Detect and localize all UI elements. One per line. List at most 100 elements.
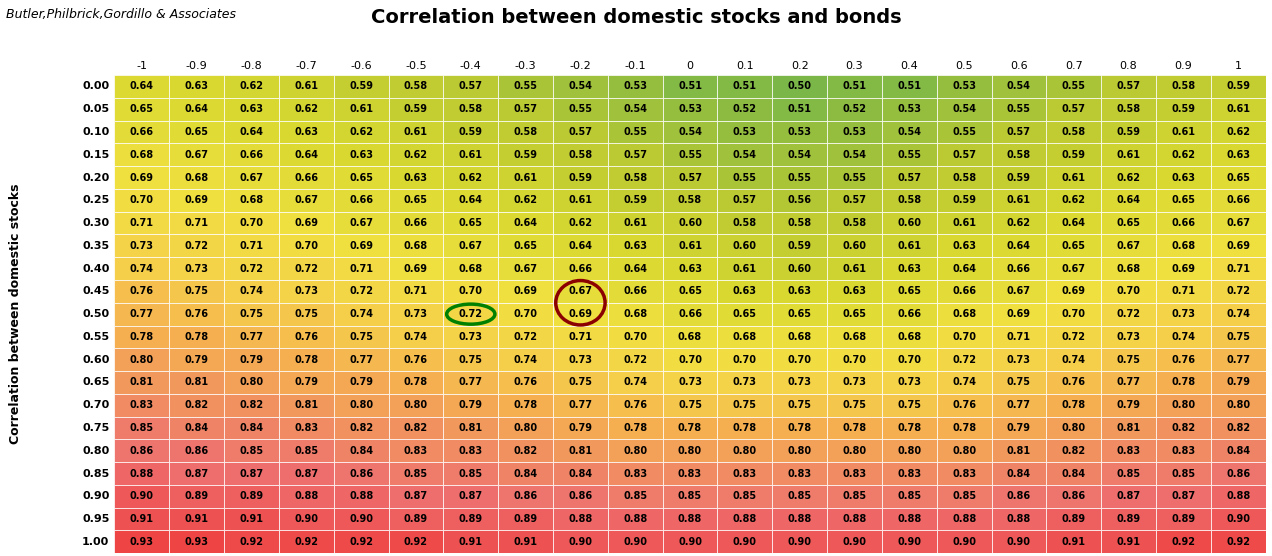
Text: 0.66: 0.66 [239,150,263,160]
Bar [553,257,608,280]
Bar [279,235,333,257]
Text: 0.62: 0.62 [514,195,538,205]
Bar [663,235,717,257]
Bar [553,189,608,212]
Bar [499,530,553,553]
Text: 0.69: 0.69 [184,195,209,205]
Text: 0.72: 0.72 [514,332,538,342]
Text: 0.84: 0.84 [1062,469,1086,479]
Text: 0.66: 0.66 [623,286,647,296]
Text: 0.65: 0.65 [130,104,154,114]
Text: 0.81: 0.81 [130,378,154,388]
Bar [1047,280,1102,303]
Bar [608,303,663,325]
Text: 0.95: 0.95 [81,514,109,524]
Bar [388,166,444,189]
Text: 0.65: 0.65 [514,241,538,251]
Text: 0.67: 0.67 [1007,286,1032,296]
Text: 0.64: 0.64 [514,218,538,228]
Bar [169,325,224,348]
Text: 0.77: 0.77 [569,400,593,410]
Bar [717,257,772,280]
Bar [1102,348,1156,371]
Bar [169,166,224,189]
Bar [1047,235,1102,257]
Bar [663,212,717,235]
Text: 0.72: 0.72 [294,264,318,274]
Bar [772,166,827,189]
Bar [114,303,169,325]
Bar [1102,235,1156,257]
Text: 0.55: 0.55 [953,127,976,137]
Bar [1156,75,1211,98]
Bar [827,166,881,189]
Bar [1102,371,1156,394]
Bar [444,325,499,348]
Text: 0.51: 0.51 [733,81,757,91]
Bar [1211,121,1266,143]
Bar [1102,439,1156,462]
Text: 0.83: 0.83 [459,446,483,456]
Bar [936,325,992,348]
Text: 0.92: 0.92 [404,537,427,547]
Text: 0.61: 0.61 [349,104,373,114]
Bar [992,416,1047,439]
Bar [388,280,444,303]
Bar [388,325,444,348]
Text: 0.63: 0.63 [623,241,647,251]
Text: 0.68: 0.68 [184,172,209,182]
Text: 0.65: 0.65 [404,195,427,205]
Text: -0.3: -0.3 [515,61,537,71]
Text: 0.80: 0.80 [678,446,702,456]
Text: 0.62: 0.62 [1117,172,1141,182]
Bar [992,485,1047,508]
Bar [772,462,827,485]
Bar [827,235,881,257]
Bar [114,98,169,121]
Bar [717,212,772,235]
Text: 0.55: 0.55 [787,172,812,182]
Text: 0.90: 0.90 [678,537,702,547]
Bar [1102,485,1156,508]
Bar [663,303,717,325]
Text: 0.58: 0.58 [569,150,593,160]
Bar [1211,348,1266,371]
Bar [279,325,333,348]
Bar [827,189,881,212]
Text: 0.65: 0.65 [459,218,483,228]
Bar [608,143,663,166]
Bar [1211,166,1266,189]
Text: 0.80: 0.80 [1172,400,1196,410]
Text: 0.87: 0.87 [404,492,429,502]
Text: 0.66: 0.66 [294,172,318,182]
Bar [444,189,499,212]
Text: 0.71: 0.71 [239,241,263,251]
Text: 0.68: 0.68 [1172,241,1196,251]
Text: 0.74: 0.74 [239,286,263,296]
Text: 0.73: 0.73 [294,286,318,296]
Text: 0.35: 0.35 [83,241,109,251]
Text: 0.65: 0.65 [787,309,812,319]
Bar [1211,462,1266,485]
Bar [936,189,992,212]
Text: 0.75: 0.75 [842,400,866,410]
Text: 0.87: 0.87 [239,469,263,479]
Text: 0.80: 0.80 [130,355,154,365]
Bar [169,348,224,371]
Bar [663,508,717,530]
Text: 0.58: 0.58 [1007,150,1032,160]
Bar [444,530,499,553]
Text: 0.56: 0.56 [787,195,812,205]
Bar [499,439,553,462]
Bar [333,325,388,348]
Bar [881,439,936,462]
Text: 0.54: 0.54 [733,150,757,160]
Text: 0.80: 0.80 [404,400,429,410]
Text: 0.54: 0.54 [897,127,921,137]
Text: 0.70: 0.70 [1062,309,1086,319]
Text: 0.91: 0.91 [1117,537,1141,547]
Bar [1047,416,1102,439]
Text: 0.90: 0.90 [953,537,976,547]
Bar [224,189,279,212]
Bar [992,325,1047,348]
